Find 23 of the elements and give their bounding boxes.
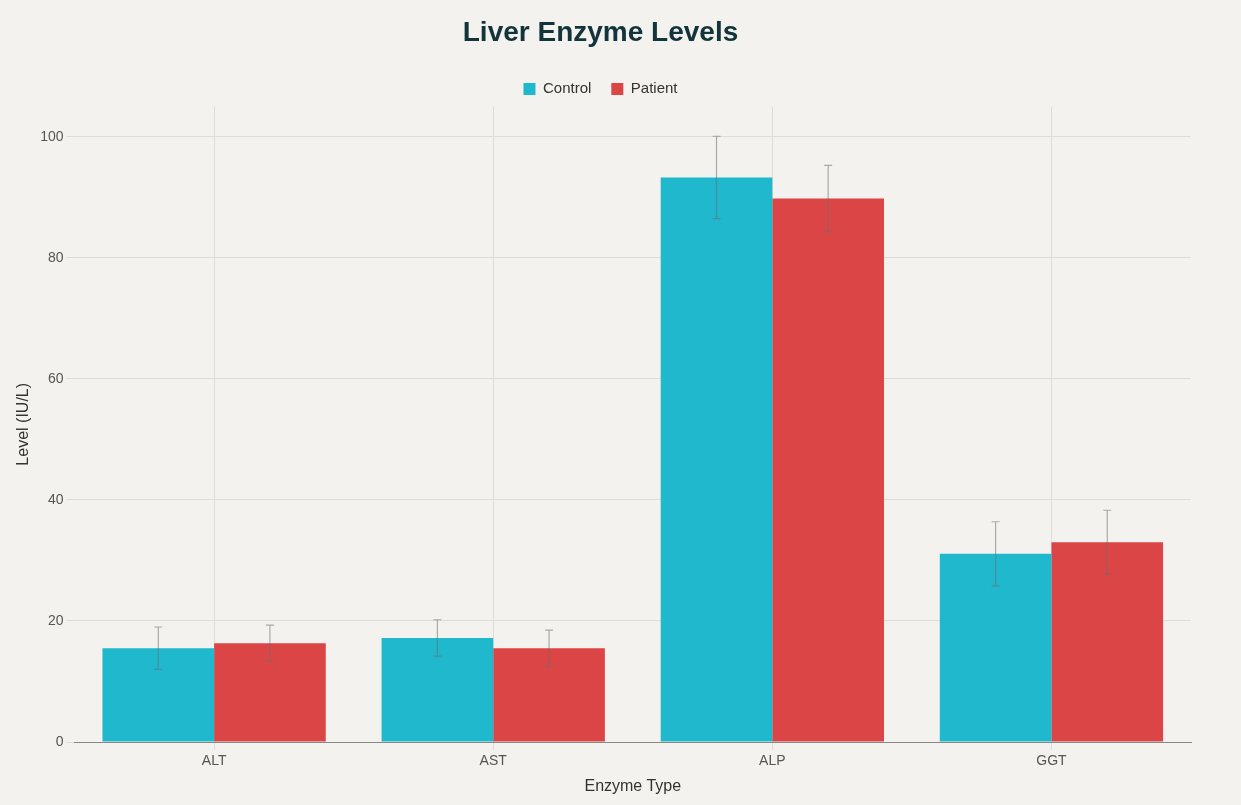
bar — [102, 648, 215, 742]
bar — [381, 637, 494, 742]
legend-label: Control — [542, 79, 592, 97]
y-tick-label: 80 — [47, 248, 64, 265]
y-tick-label: 20 — [47, 611, 64, 628]
bar — [772, 198, 884, 742]
bar — [1051, 542, 1164, 742]
x-tick-label: GGT — [1036, 752, 1068, 769]
y-tick-label: 100 — [40, 127, 64, 144]
x-tick-label: ALP — [759, 752, 786, 769]
bar — [214, 643, 326, 742]
y-tick-label: 40 — [47, 490, 64, 507]
x-tick-label: AST — [479, 752, 508, 769]
y-tick-label: 60 — [47, 369, 64, 386]
bar — [493, 648, 605, 742]
bar — [660, 177, 773, 742]
legend-label: Patient — [630, 79, 679, 97]
chart-title: Liver Enzyme Levels — [462, 15, 739, 47]
x-tick-label: ALT — [201, 752, 227, 769]
y-axis-title: Level (IU/L) — [14, 382, 32, 466]
y-tick-label: 0 — [55, 732, 64, 749]
x-axis-title: Enzyme Type — [584, 776, 682, 794]
bar — [939, 553, 1052, 742]
